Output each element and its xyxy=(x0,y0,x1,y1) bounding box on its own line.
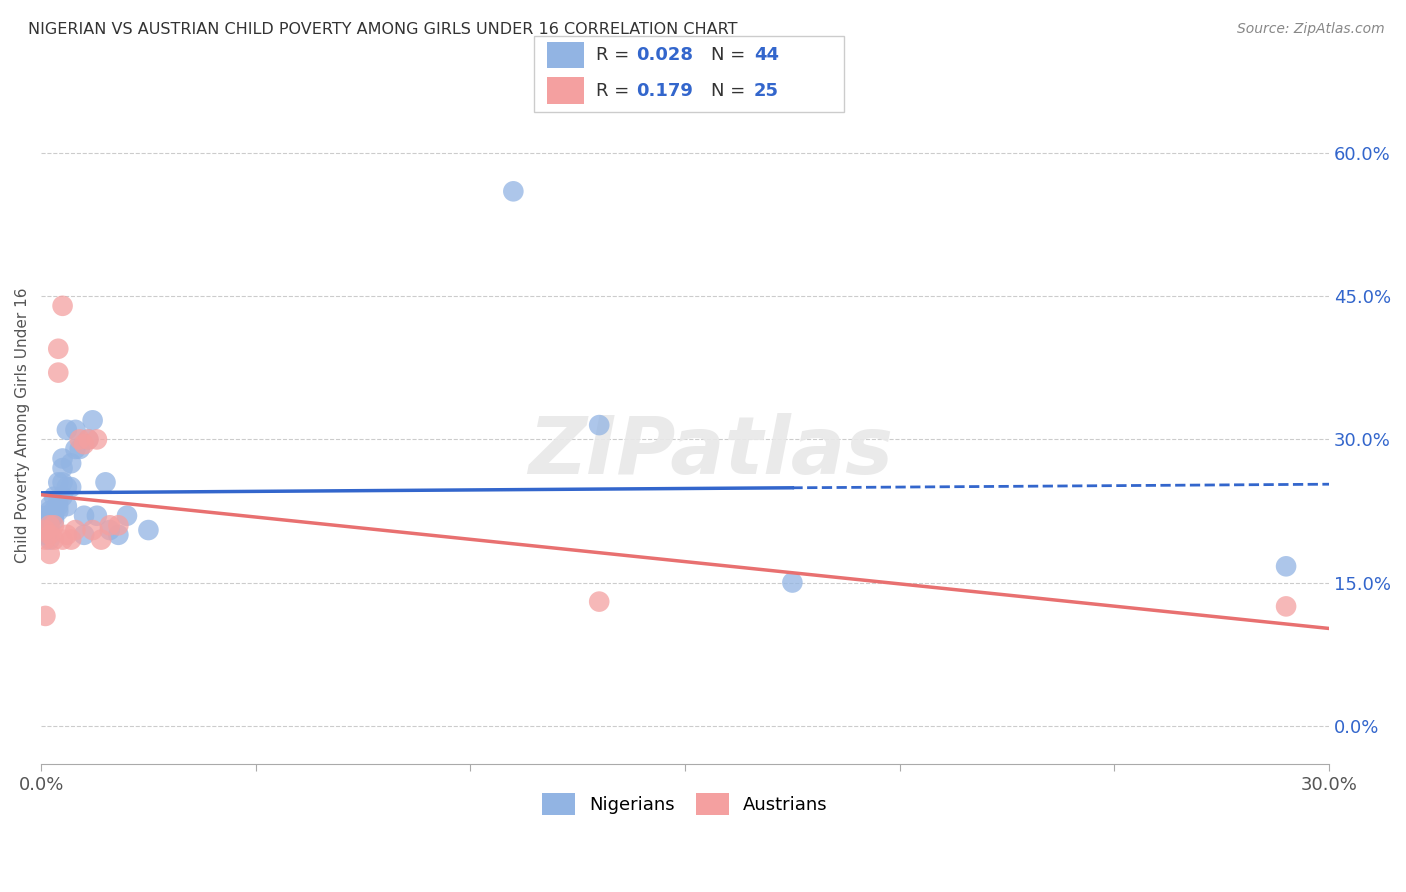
Point xyxy=(38,523,60,537)
Bar xyxy=(547,78,583,104)
Point xyxy=(42,533,65,547)
Point xyxy=(73,508,96,523)
Point xyxy=(588,418,610,433)
Text: ZIPatlas: ZIPatlas xyxy=(529,413,893,491)
Point xyxy=(73,528,96,542)
Point xyxy=(34,508,56,523)
Point xyxy=(65,523,87,537)
Text: N =: N = xyxy=(710,82,751,100)
Point xyxy=(60,480,83,494)
Point xyxy=(52,461,75,475)
Legend: Nigerians, Austrians: Nigerians, Austrians xyxy=(534,786,835,822)
Text: NIGERIAN VS AUSTRIAN CHILD POVERTY AMONG GIRLS UNDER 16 CORRELATION CHART: NIGERIAN VS AUSTRIAN CHILD POVERTY AMONG… xyxy=(28,22,738,37)
Point xyxy=(38,518,60,533)
Text: 0.179: 0.179 xyxy=(637,82,693,100)
Point xyxy=(77,433,100,447)
Point xyxy=(115,508,138,523)
Point xyxy=(502,184,524,198)
Point xyxy=(86,433,108,447)
Point xyxy=(42,508,65,523)
Point xyxy=(38,528,60,542)
Point xyxy=(65,442,87,456)
Point xyxy=(782,575,804,590)
Point xyxy=(52,299,75,313)
Point xyxy=(56,528,79,542)
Point xyxy=(98,523,121,537)
Text: R =: R = xyxy=(596,82,641,100)
Point xyxy=(52,490,75,504)
Point xyxy=(60,456,83,470)
Point xyxy=(82,413,104,427)
Point xyxy=(138,523,160,537)
Point xyxy=(52,475,75,490)
Point xyxy=(52,533,75,547)
Point xyxy=(38,504,60,518)
Point xyxy=(46,494,69,508)
Point xyxy=(42,508,65,523)
FancyBboxPatch shape xyxy=(534,36,844,112)
Point xyxy=(38,499,60,513)
Point xyxy=(98,518,121,533)
Point xyxy=(107,528,129,542)
Point xyxy=(42,514,65,528)
Point xyxy=(42,504,65,518)
Point xyxy=(1275,599,1298,614)
Bar xyxy=(547,42,583,69)
Point xyxy=(94,475,117,490)
Text: N =: N = xyxy=(710,45,751,63)
Point xyxy=(1275,559,1298,574)
Text: 0.028: 0.028 xyxy=(637,45,693,63)
Point xyxy=(52,451,75,466)
Point xyxy=(56,423,79,437)
Point xyxy=(107,518,129,533)
Point xyxy=(34,609,56,624)
Point xyxy=(82,523,104,537)
Point xyxy=(42,490,65,504)
Point xyxy=(38,514,60,528)
Point xyxy=(46,499,69,513)
Point xyxy=(46,342,69,356)
Point xyxy=(90,533,112,547)
Point xyxy=(56,499,79,513)
Point xyxy=(42,518,65,533)
Point xyxy=(588,594,610,608)
Point xyxy=(34,528,56,542)
Point xyxy=(46,475,69,490)
Point xyxy=(77,433,100,447)
Text: 25: 25 xyxy=(754,82,779,100)
Point xyxy=(60,533,83,547)
Point xyxy=(34,533,56,547)
Point xyxy=(34,518,56,533)
Point xyxy=(46,366,69,380)
Text: Source: ZipAtlas.com: Source: ZipAtlas.com xyxy=(1237,22,1385,37)
Point xyxy=(69,442,91,456)
Text: 44: 44 xyxy=(754,45,779,63)
Point xyxy=(73,437,96,451)
Point xyxy=(38,533,60,547)
Text: R =: R = xyxy=(596,45,636,63)
Point xyxy=(56,480,79,494)
Point xyxy=(46,504,69,518)
Point xyxy=(34,514,56,528)
Point xyxy=(34,523,56,537)
Point xyxy=(38,547,60,561)
Y-axis label: Child Poverty Among Girls Under 16: Child Poverty Among Girls Under 16 xyxy=(15,287,30,563)
Point xyxy=(65,423,87,437)
Point xyxy=(69,433,91,447)
Point xyxy=(86,508,108,523)
